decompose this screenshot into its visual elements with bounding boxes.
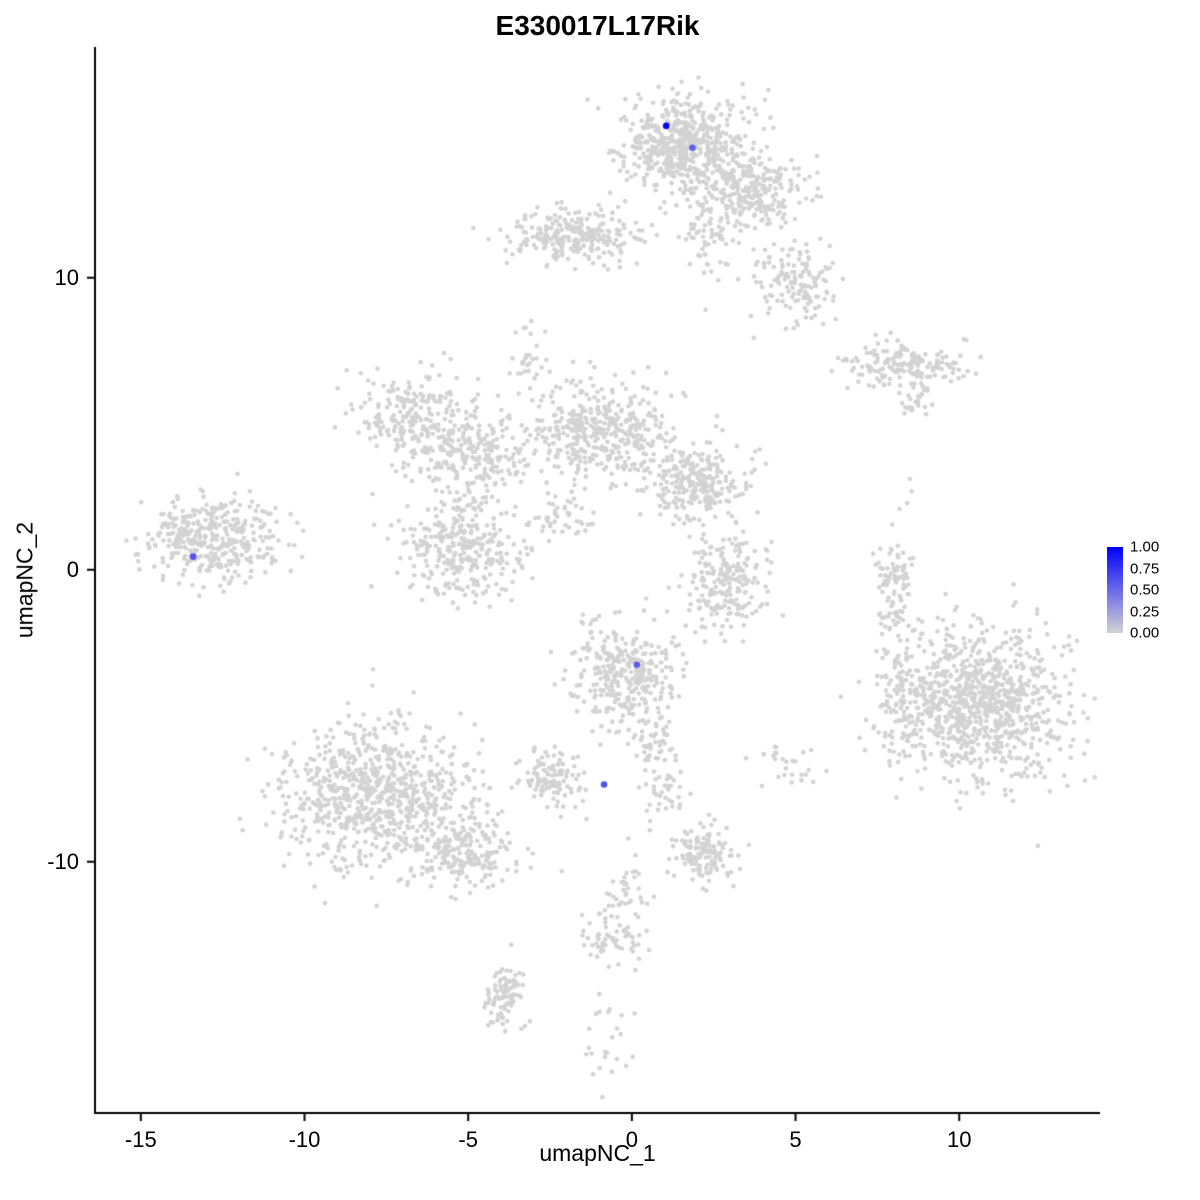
- y-axis-label: umapNC_2: [11, 521, 38, 639]
- x-axis-label: umapNC_1: [539, 1140, 656, 1166]
- chart-title: E330017L17Rik: [495, 10, 700, 41]
- legend-gradient-bar: [1107, 547, 1123, 633]
